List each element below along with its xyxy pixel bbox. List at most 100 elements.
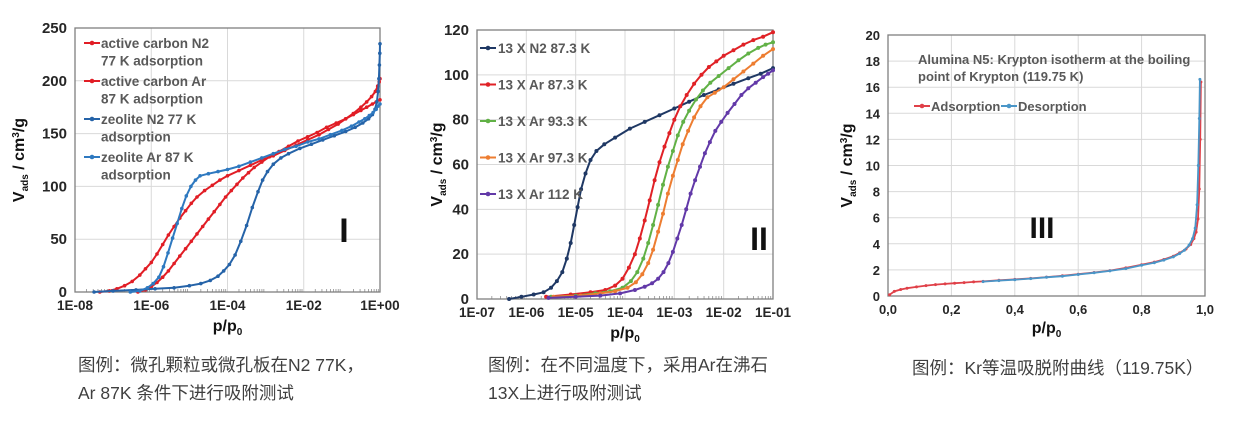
data-point-marker	[212, 209, 216, 214]
data-point-marker	[546, 295, 551, 300]
data-point-marker	[218, 178, 222, 182]
data-point-marker	[376, 89, 380, 94]
data-point-marker	[359, 105, 363, 109]
data-point-marker	[1162, 258, 1166, 262]
data-point-marker	[701, 93, 706, 97]
data-point-marker	[183, 246, 188, 251]
data-point-marker	[353, 125, 358, 130]
plot-border	[74, 27, 381, 293]
data-point-marker	[225, 174, 230, 178]
data-point-marker	[651, 247, 656, 252]
data-point-marker	[613, 135, 618, 140]
data-point-marker	[111, 289, 115, 293]
data-point-marker	[363, 117, 367, 121]
data-point-marker	[166, 269, 171, 273]
data-point-marker	[721, 53, 726, 58]
data-point-marker	[271, 162, 276, 166]
data-point-marker	[216, 169, 220, 174]
data-point-marker	[699, 72, 704, 77]
data-point-marker	[317, 137, 321, 141]
data-point-marker	[189, 184, 193, 189]
y-axis-label: Vads / cm3/g	[11, 118, 31, 202]
data-point-marker	[294, 144, 298, 149]
data-point-marker	[1195, 203, 1199, 207]
data-point-marker	[370, 102, 375, 106]
data-point-marker	[340, 128, 344, 133]
x-tick-label: 1E-08	[57, 298, 94, 313]
data-point-marker	[670, 149, 675, 153]
data-point-marker	[692, 81, 697, 86]
panel-III: 0 2 4 6 8 10 12 14 16 18 20 0,0 0,2 0,4 0,6 0,8 1,0 p/p0 V…	[839, 28, 1214, 340]
data-point-marker	[227, 262, 232, 267]
legend-label: 77 K adsorption	[101, 54, 203, 69]
legend-label: adsorption	[101, 168, 171, 183]
data-point-marker	[899, 288, 903, 291]
data-point-marker	[746, 51, 751, 56]
data-point-marker	[583, 171, 588, 176]
x-tick-label: 0,6	[1069, 302, 1087, 317]
data-point-marker	[672, 117, 677, 122]
data-point-marker	[128, 290, 133, 294]
data-point-marker	[934, 283, 937, 287]
data-point-marker	[241, 176, 245, 180]
data-point-marker	[667, 131, 672, 136]
legend-marker-dot	[919, 103, 925, 109]
caption-chart-1: 图例：微孔颗粒或微孔板在N2 77K， Ar 87K 条件下进行吸附测试	[78, 351, 418, 407]
data-point-marker	[375, 100, 379, 104]
data-point-marker	[686, 128, 691, 133]
data-point-marker	[726, 66, 731, 71]
y-tick-label: 2	[873, 263, 880, 278]
data-point-marker	[665, 164, 670, 169]
data-point-marker	[572, 223, 577, 227]
y-tick-label: 20	[866, 28, 880, 43]
data-point-marker	[731, 77, 736, 82]
y-tick-label: 40	[452, 201, 469, 218]
data-point-marker	[151, 281, 155, 286]
chart-2-isotherms-13x: 0 20 40 60 80 100 120 1E-07 1E-06 1E-05 1E-04 1E-03…	[429, 22, 792, 345]
data-point-marker	[670, 173, 675, 178]
data-point-marker	[1124, 267, 1128, 271]
data-point-marker	[184, 194, 189, 198]
x-axis-label: p/p0	[1032, 320, 1062, 340]
panel-II: 0 20 40 60 80 100 120 1E-07 1E-06 1E-05 1E-04 1E-03…	[429, 22, 792, 345]
x-tick-label: 0,8	[1133, 302, 1151, 317]
data-point-marker	[172, 286, 176, 290]
x-tick-label: 1E-02	[706, 305, 742, 320]
legend-marker-dot	[485, 45, 491, 51]
data-point-marker	[1198, 77, 1202, 81]
data-point-marker	[377, 63, 382, 67]
data-point-marker	[652, 178, 657, 183]
data-point-marker	[888, 293, 892, 297]
data-point-marker	[943, 282, 947, 286]
data-point-marker	[237, 168, 241, 173]
data-point-marker	[260, 160, 264, 164]
caption-line: Ar 87K 条件下进行吸附测试	[78, 383, 294, 403]
data-point-marker	[328, 132, 333, 137]
data-point-marker	[202, 188, 207, 193]
data-point-marker	[364, 105, 369, 109]
x-tick-label: 1,0	[1196, 302, 1214, 317]
data-point-marker	[371, 110, 375, 115]
legend-marker-dot	[89, 40, 95, 46]
data-point-marker	[751, 38, 756, 43]
data-point-marker	[210, 183, 215, 188]
series-13X-N2-87.3K	[507, 66, 775, 301]
data-point-marker	[216, 274, 220, 279]
data-point-marker	[233, 253, 237, 257]
data-point-marker	[279, 156, 283, 160]
y-tick-label: 0	[461, 291, 469, 308]
data-point-marker	[122, 283, 127, 288]
data-point-marker	[761, 34, 766, 39]
series-line	[983, 79, 1201, 283]
data-point-marker	[324, 125, 329, 130]
data-point-marker	[334, 121, 339, 125]
data-point-marker	[549, 285, 553, 290]
data-point-marker	[771, 30, 775, 35]
series-line	[508, 67, 774, 300]
data-point-marker	[924, 284, 928, 288]
data-point-marker	[260, 156, 264, 160]
data-point-marker	[507, 297, 512, 301]
data-point-marker	[92, 290, 96, 294]
data-point-marker	[712, 90, 717, 95]
legend-label: 13 X N2 87.3 K	[498, 41, 591, 56]
